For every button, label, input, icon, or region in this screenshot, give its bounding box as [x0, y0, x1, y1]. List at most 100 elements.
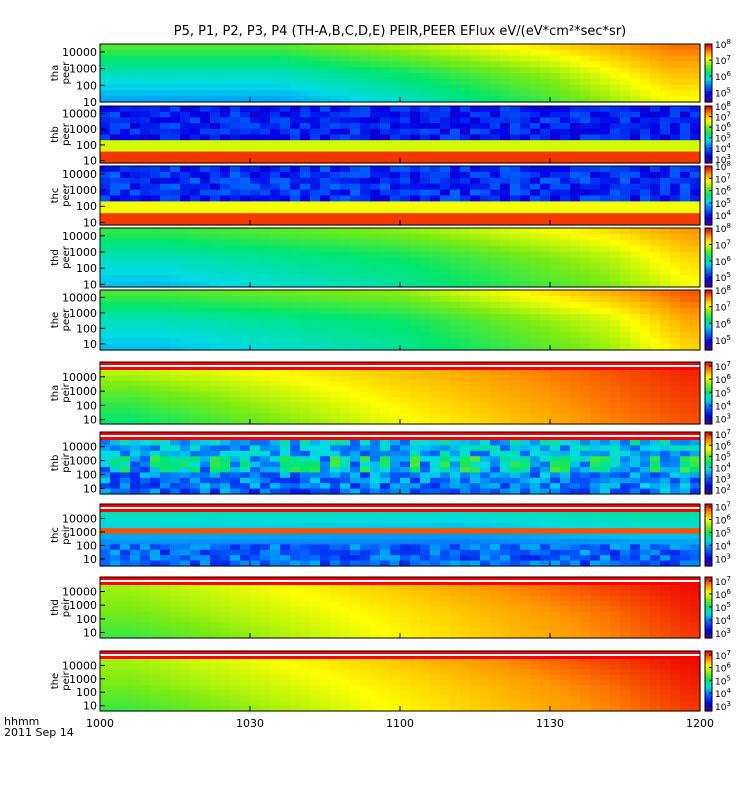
- spectrogram-cell: [660, 219, 671, 226]
- spectrogram-cell: [620, 461, 631, 468]
- spectrogram-cell: [570, 228, 581, 235]
- spectrogram-cell: [580, 344, 591, 351]
- spectrogram-cell: [130, 308, 141, 315]
- spectrogram-cell: [240, 522, 251, 529]
- spectrogram-cell: [390, 67, 401, 74]
- spectrogram-cell: [640, 245, 651, 253]
- spectrogram-cell: [290, 467, 301, 473]
- spectrogram-cell: [160, 522, 171, 529]
- spectrogram-cell: [630, 402, 641, 409]
- spectrogram-cell: [120, 560, 131, 567]
- spectrogram-cell: [230, 544, 241, 551]
- spectrogram-cell: [140, 90, 151, 97]
- spectrogram-cell: [340, 418, 351, 425]
- spectrogram-cell: [110, 281, 121, 288]
- spectrogram-cell: [250, 344, 261, 351]
- spectrogram-cell: [480, 488, 491, 495]
- spectrogram-cell: [340, 195, 351, 202]
- spectrogram-cell: [580, 233, 591, 241]
- spectrogram-cell: [350, 308, 361, 315]
- spectrogram-cell: [630, 145, 641, 153]
- spectrogram-cell: [150, 44, 161, 51]
- spectrogram-cell: [250, 517, 261, 524]
- spectrogram-cell: [360, 213, 371, 220]
- spectrogram-cell: [180, 528, 191, 535]
- colorbar-tick-base: 10: [715, 258, 727, 268]
- spectrogram-cell: [520, 467, 531, 473]
- spectrogram-cell: [450, 157, 461, 164]
- spectrogram-cell: [120, 477, 131, 484]
- spectrogram-cell: [170, 145, 181, 153]
- spectrogram-cell: [160, 555, 171, 562]
- spectrogram-cell: [400, 296, 411, 303]
- colorbar-tick-base: 10: [715, 163, 727, 173]
- spectrogram-cell: [260, 96, 271, 103]
- spectrogram-cell: [610, 472, 621, 479]
- spectrogram-cell: [500, 402, 511, 409]
- spectrogram-cell: [230, 445, 241, 452]
- spectrogram-cell: [230, 257, 241, 264]
- spectrogram-cell: [120, 201, 131, 208]
- spectrogram-cell: [360, 239, 371, 247]
- spectrogram-cell: [150, 533, 161, 540]
- spectrogram-cell: [260, 49, 271, 57]
- colorbar-step: [705, 222, 712, 225]
- colorbar-step: [705, 326, 712, 329]
- y-axis-label: thapeir: [50, 382, 72, 402]
- spectrogram-cell: [560, 488, 571, 495]
- spectrogram-cell: [580, 370, 591, 376]
- spectrogram-cell: [450, 219, 461, 226]
- spectrogram-cell: [550, 157, 561, 164]
- colorbar-step: [705, 110, 712, 113]
- spectrogram-cell: [280, 370, 291, 376]
- spectrogram-cell: [180, 560, 191, 567]
- spectrogram-cell: [670, 233, 681, 241]
- spectrogram-cell: [640, 290, 651, 297]
- spectrogram-cell: [100, 308, 111, 315]
- spectrogram-cell: [580, 402, 591, 409]
- spectrogram-cell: [510, 128, 521, 136]
- spectrogram-cell: [500, 117, 511, 124]
- spectrogram-cell: [610, 78, 621, 86]
- spectrogram-cell: [410, 391, 421, 398]
- colorbar-tick-base: 10: [715, 41, 727, 51]
- spectrogram-cell: [470, 380, 481, 387]
- spectrogram-cell: [390, 275, 401, 282]
- spectrogram-cell: [220, 233, 231, 241]
- spectrogram-cell: [210, 528, 221, 535]
- spectrogram-cell: [180, 61, 191, 68]
- colorbar-step: [705, 269, 712, 272]
- spectrogram-cell: [580, 219, 591, 226]
- spectrogram-cell: [590, 397, 601, 403]
- colorbar-step: [705, 329, 712, 332]
- spectrogram-cell: [530, 483, 541, 490]
- spectrogram-cell: [120, 111, 131, 118]
- spectrogram-cell: [550, 128, 561, 136]
- spectrogram-cell: [290, 418, 301, 425]
- spectrogram-cell: [460, 461, 471, 468]
- spectrogram-cell: [280, 522, 291, 529]
- spectrogram-cell: [300, 73, 311, 80]
- spectrogram-cell: [150, 290, 161, 297]
- spectrogram-cell: [220, 55, 231, 62]
- spectrogram-cell: [540, 314, 551, 321]
- spectrogram-cell: [490, 440, 501, 446]
- spectrogram-cell: [670, 183, 681, 191]
- spectrogram-cell: [140, 413, 151, 420]
- spectrogram-cell: [550, 96, 561, 103]
- spectrogram-cell: [660, 96, 671, 103]
- spectrogram-cell: [310, 201, 321, 208]
- colorbar-step: [705, 137, 712, 140]
- spectrogram-cell: [370, 207, 381, 214]
- spectrogram-cell: [640, 111, 651, 118]
- spectrogram-cell: [480, 44, 491, 51]
- spectrogram-cell: [190, 338, 201, 345]
- spectrogram-cell: [570, 407, 581, 414]
- colorbar-step: [705, 106, 712, 109]
- spectrogram-cell: [170, 44, 181, 51]
- spectrogram-cell: [210, 90, 221, 97]
- spectrogram-cell: [480, 140, 491, 147]
- spectrogram-cell: [100, 257, 111, 264]
- spectrogram-cell: [690, 488, 701, 495]
- spectrogram-cell: [210, 370, 221, 376]
